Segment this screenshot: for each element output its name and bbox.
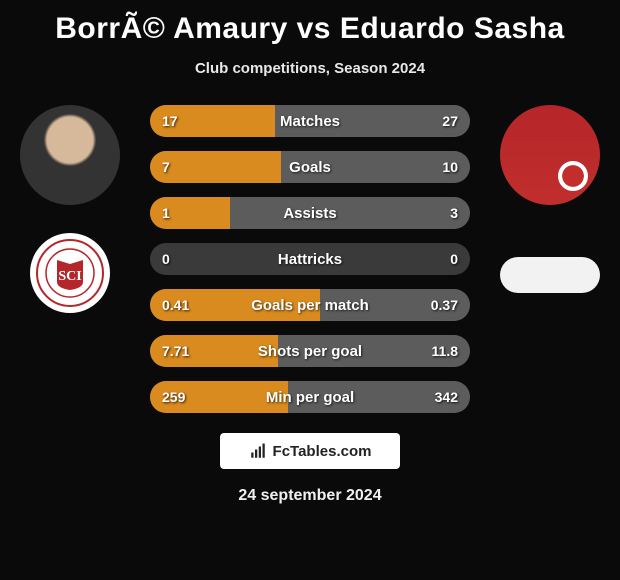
brand-badge: FcTables.com	[220, 433, 400, 469]
stat-label: Goals per match	[251, 297, 369, 314]
date-text: 24 september 2024	[238, 487, 381, 505]
stat-label: Shots per goal	[258, 343, 362, 360]
stat-value-left: 0	[162, 251, 170, 267]
stat-value-left: 7	[162, 159, 170, 175]
comparison-card: BorrÃ© Amaury vs Eduardo Sasha Club comp…	[0, 0, 620, 580]
stat-row: 17 Matches 27	[150, 105, 470, 137]
player-left-column: SCI	[10, 105, 130, 413]
stat-value-left: 259	[162, 389, 185, 405]
stat-value-left: 0.41	[162, 297, 189, 313]
stat-label: Hattricks	[278, 251, 342, 268]
stat-value-right: 0	[450, 251, 458, 267]
stat-value-right: 342	[435, 389, 458, 405]
stat-value-right: 10	[442, 159, 458, 175]
stat-value-left: 1	[162, 205, 170, 221]
player-right-column	[490, 105, 610, 413]
chart-icon	[249, 442, 267, 460]
player-left-avatar	[20, 105, 120, 205]
stat-value-right: 11.8	[432, 343, 458, 359]
stat-row: 0 Hattricks 0	[150, 243, 470, 275]
stat-label: Assists	[283, 205, 336, 222]
stat-row: 259 Min per goal 342	[150, 381, 470, 413]
stat-row: 1 Assists 3	[150, 197, 470, 229]
stat-row: 7.71 Shots per goal 11.8	[150, 335, 470, 367]
stat-row: 7 Goals 10	[150, 151, 470, 183]
subtitle: Club competitions, Season 2024	[195, 60, 425, 77]
stat-label: Min per goal	[266, 389, 354, 406]
player-left-club-badge: SCI	[30, 233, 110, 313]
player-right-club-badge	[500, 257, 600, 293]
stat-bar-right	[230, 197, 470, 229]
page-title: BorrÃ© Amaury vs Eduardo Sasha	[55, 12, 564, 46]
content-row: SCI 17 Matches 27 7 Goals 10 1 Assists 3 0 Hattric…	[0, 105, 620, 413]
club-crest-icon: SCI	[35, 238, 105, 308]
stat-row: 0.41 Goals per match 0.37	[150, 289, 470, 321]
brand-text: FcTables.com	[273, 443, 372, 460]
stat-value-right: 27	[442, 113, 458, 129]
stats-list: 17Matches277Goals101Assists30Hattricks00…	[130, 105, 490, 413]
stat-label: Goals	[289, 159, 331, 176]
stat-label: Matches	[280, 113, 340, 130]
stat-value-left: 17	[162, 113, 178, 129]
stat-value-right: 0.37	[431, 297, 458, 313]
svg-text:SCI: SCI	[58, 269, 81, 284]
stat-value-left: 7.71	[162, 343, 189, 359]
player-right-avatar	[500, 105, 600, 205]
stat-value-right: 3	[450, 205, 458, 221]
